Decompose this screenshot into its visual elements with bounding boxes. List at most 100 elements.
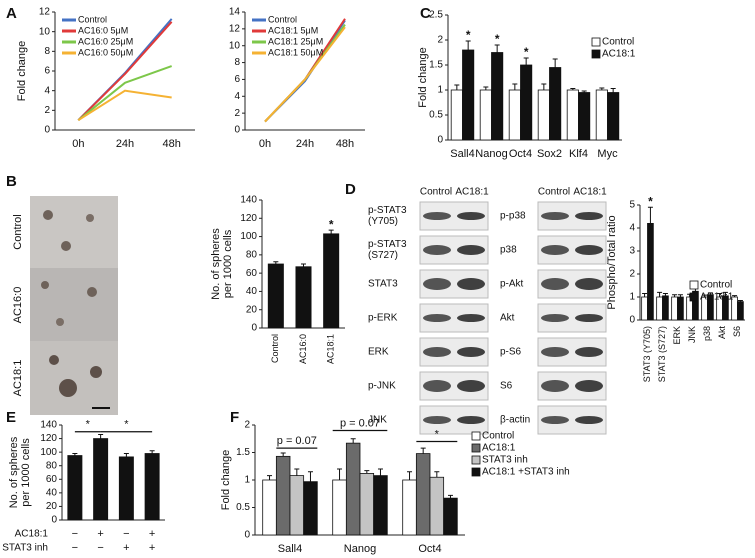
blot-band — [541, 380, 569, 392]
error-bar — [677, 294, 683, 297]
x-tick-label: S6 — [732, 326, 742, 337]
x-tick-label: 48h — [162, 138, 180, 150]
annotation: * — [466, 28, 471, 42]
bar — [118, 456, 134, 521]
lane-label: Control — [538, 187, 570, 198]
y-axis-label: No. of spheres — [210, 228, 222, 300]
legend-swatch — [689, 280, 699, 290]
line — [77, 21, 173, 121]
error-bar — [541, 83, 547, 90]
blot-band — [423, 416, 451, 424]
micrograph — [30, 268, 118, 341]
sphere — [87, 287, 97, 297]
chart: 0 1 2 3 4 5 Phospho/Total ratio STAT3 (Y705) STA… — [606, 194, 745, 382]
y-tick-label: 6 — [234, 74, 240, 85]
x-tick-label: STAT3 (S727) — [657, 326, 667, 382]
x-tick-label: AC18:1 — [326, 334, 336, 364]
error-bar — [420, 447, 426, 454]
blot-label: Akt — [500, 313, 515, 324]
bar — [332, 479, 347, 536]
blot-band — [575, 380, 603, 392]
y-tick-label: 2.5 — [429, 10, 443, 21]
panel-label: A — [6, 5, 17, 22]
blot-band — [541, 278, 569, 290]
y-tick-label: 80 — [246, 249, 258, 260]
annotation: * — [524, 45, 529, 59]
legend-label: AC18:1 — [482, 443, 516, 454]
y-tick-label: 10 — [229, 40, 241, 51]
blot-label: STAT3 — [368, 279, 398, 290]
error-bar — [407, 471, 413, 480]
y-tick-label: 20 — [46, 501, 58, 512]
error-bar — [647, 206, 653, 224]
condition-sign: + — [123, 542, 129, 554]
image-label: Control — [12, 214, 24, 249]
error-bar — [642, 293, 648, 297]
annotation: p = 0.07 — [340, 417, 380, 429]
y-tick-label: 0.5 — [429, 110, 443, 121]
bar — [595, 89, 608, 141]
y-tick-label: 100 — [240, 231, 257, 242]
y-tick-label: 6 — [44, 66, 50, 77]
blot-band — [541, 245, 569, 255]
error-bar — [328, 229, 334, 234]
y-tick-label: 100 — [40, 447, 57, 458]
y-tick-label: 12 — [39, 7, 51, 18]
bar — [450, 89, 463, 141]
y-tick-label: 3 — [629, 246, 635, 257]
blot-band — [541, 314, 569, 322]
condition-label: STAT3 inh — [2, 543, 48, 554]
x-tick-label: 0h — [259, 138, 271, 150]
error-bar — [702, 294, 708, 297]
blot-label: (Y705) — [368, 216, 398, 227]
blot-label: JNK — [368, 415, 387, 426]
blot-label: p-S6 — [500, 347, 522, 358]
chart: 0 20 40 60 80 100 120 140 No. of spheres per 1000… — [2, 419, 165, 554]
y-tick-label: 1 — [437, 85, 443, 96]
y-tick-label: 60 — [246, 268, 258, 279]
sphere — [43, 210, 53, 220]
legend-label: Control — [482, 431, 514, 442]
error-bar — [512, 83, 518, 90]
bar — [549, 67, 562, 141]
blot-band — [457, 347, 485, 357]
y-tick-label: 2 — [234, 108, 240, 119]
bar — [303, 481, 318, 536]
error-bar — [350, 438, 356, 444]
blot-label: p-p38 — [500, 211, 526, 222]
x-tick-label: STAT3 (Y705) — [642, 326, 652, 382]
error-bar — [447, 494, 453, 499]
x-tick-label: Nanog — [475, 148, 507, 160]
condition-sign: + — [149, 528, 155, 540]
sphere — [49, 355, 59, 365]
x-tick-label: p38 — [702, 326, 712, 341]
bar — [537, 89, 550, 141]
blot-label: p-Akt — [500, 279, 524, 290]
blot-band — [541, 212, 569, 220]
line — [264, 26, 346, 123]
error-bar — [294, 468, 300, 476]
legend-swatch — [591, 49, 601, 59]
y-tick-label: 120 — [240, 213, 257, 224]
error-bar — [123, 453, 129, 457]
x-tick-label: 24h — [296, 138, 314, 150]
legend-label: AC18:1 — [602, 49, 636, 60]
bar — [93, 438, 109, 521]
blot-label: ERK — [368, 347, 389, 358]
panel-label: F — [230, 409, 239, 426]
image-label: AC18:1 — [12, 360, 24, 397]
legend-label: AC16:0 50μM — [78, 47, 133, 57]
bar — [479, 89, 492, 141]
blot-band — [423, 314, 451, 322]
bar — [662, 295, 669, 321]
y-tick-label: 1.5 — [429, 60, 443, 71]
blot-band — [457, 314, 485, 322]
line — [77, 89, 172, 122]
y-tick-label: 5 — [629, 200, 635, 211]
y-tick-label: 14 — [229, 7, 241, 18]
error-bar — [301, 263, 306, 267]
legend-label: Control — [700, 280, 732, 291]
blot-label: p38 — [500, 245, 517, 256]
x-tick-label: ERK — [672, 326, 682, 345]
